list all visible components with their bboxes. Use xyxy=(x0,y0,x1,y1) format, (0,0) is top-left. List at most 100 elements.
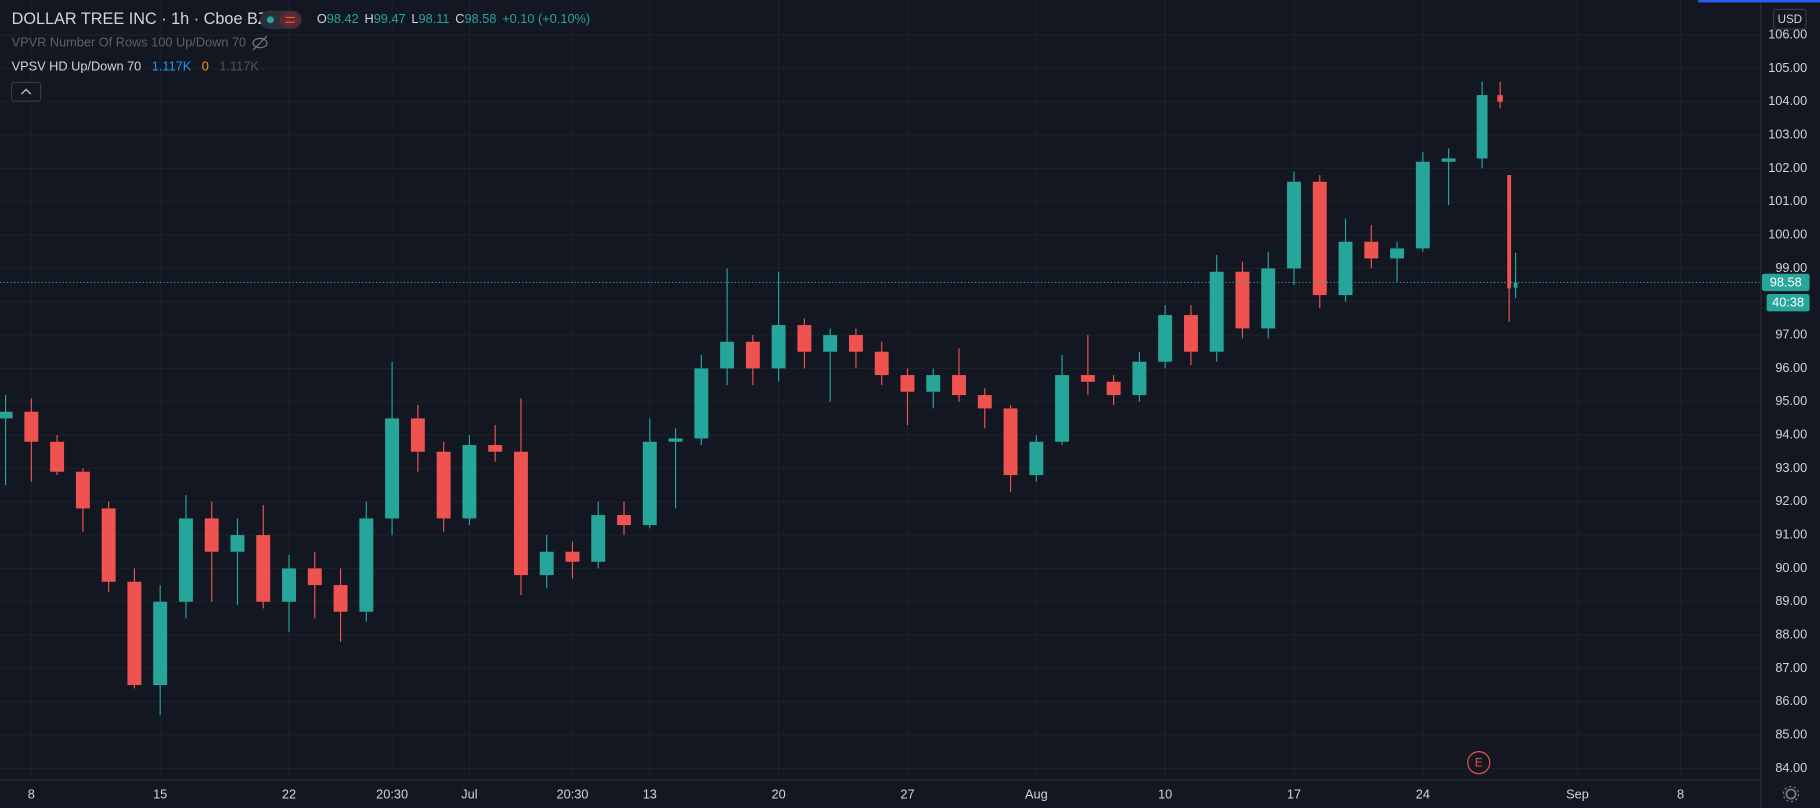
y-tick-label: 104.00 xyxy=(1768,93,1807,108)
x-tick-label: 20 xyxy=(772,787,786,802)
price-tag xyxy=(1761,273,1810,292)
candle-body xyxy=(1261,268,1276,329)
candle-body xyxy=(823,335,838,352)
y-tick-label: 89.00 xyxy=(1775,593,1807,608)
candle-body xyxy=(1513,282,1518,288)
y-tick-label: 91.00 xyxy=(1775,526,1807,541)
candle-body xyxy=(1106,381,1121,396)
hide-icon[interactable] xyxy=(252,35,268,51)
ohlc-letter: C xyxy=(455,11,464,26)
earnings-marker[interactable] xyxy=(1467,751,1491,775)
candle-body xyxy=(977,395,992,409)
candle-body xyxy=(385,418,400,519)
candle-body xyxy=(1364,241,1379,259)
ohlc-value: 98.42 xyxy=(327,11,359,26)
candle-body xyxy=(591,515,606,562)
candle-body xyxy=(1080,375,1095,382)
candle-body xyxy=(1132,361,1147,396)
indicator-value: 1.117K xyxy=(219,59,259,74)
candle-body xyxy=(771,325,786,369)
axes: 84.00 85.00 86.00 87.00 88.00 89.00 90.00 91.00… xyxy=(28,26,1810,802)
ohlc-value: 98.58 xyxy=(465,11,497,26)
candle-body xyxy=(1441,158,1456,162)
x-tick-label: 24 xyxy=(1416,787,1430,802)
candle-body xyxy=(1507,175,1512,289)
settings-button[interactable] xyxy=(1782,785,1800,803)
candle-body xyxy=(874,351,889,376)
x-tick-label: Jul xyxy=(461,787,477,802)
candle-body xyxy=(410,418,425,452)
candle-body xyxy=(1209,271,1224,352)
x-tick-label: 22 xyxy=(282,787,296,802)
top-accent xyxy=(1698,0,1820,3)
candle-body xyxy=(127,581,142,686)
y-tick-label: 99.00 xyxy=(1775,260,1807,275)
y-tick-label: 103.00 xyxy=(1768,126,1807,141)
candle-body xyxy=(926,375,941,392)
x-tick-label: 27 xyxy=(900,787,914,802)
ohlc-letter: H xyxy=(365,11,374,26)
candle-body xyxy=(952,375,966,396)
candle-body xyxy=(1055,375,1070,442)
candle-body xyxy=(900,375,915,392)
candle-body xyxy=(101,508,116,582)
plot-area xyxy=(0,81,1760,716)
candle-body xyxy=(230,535,245,552)
y-tick-label: 95.00 xyxy=(1775,393,1807,408)
candle-body xyxy=(848,335,863,352)
candle-body xyxy=(75,471,90,509)
candle-body xyxy=(359,518,374,612)
candle-body xyxy=(50,441,65,472)
candle-body xyxy=(436,451,451,519)
ohlc-value: 98.11 xyxy=(419,11,450,26)
market-status-dot xyxy=(266,16,274,24)
candle-body xyxy=(178,518,193,602)
candle-body xyxy=(642,441,657,526)
candle-body xyxy=(24,411,39,442)
candle-body xyxy=(0,411,13,419)
countdown-label: 40:38 xyxy=(1772,295,1804,310)
candle-body xyxy=(333,585,348,612)
candle-body xyxy=(539,551,554,576)
candle-body xyxy=(462,445,477,519)
indicator-name: VPSV HD Up/Down 70 1.117K 0 1.117K xyxy=(12,59,260,74)
candle-body xyxy=(720,341,735,369)
ohlc-legend: O98.42 H99.47 L98.11 C98.58 +0.10 (+0.10%) xyxy=(317,11,590,26)
candle-body xyxy=(153,601,168,686)
candle-body xyxy=(1415,161,1430,249)
x-tick-label: 10 xyxy=(1158,787,1172,802)
candle-body xyxy=(797,325,812,352)
candle-body xyxy=(1158,315,1173,362)
currency-box[interactable] xyxy=(1772,8,1807,30)
candle-body xyxy=(513,451,528,576)
flag-toggle[interactable] xyxy=(279,11,301,28)
earnings-label: E xyxy=(1475,756,1483,769)
candle-body xyxy=(204,518,219,552)
indicator-name: VPVR Number Of Rows 100 Up/Down 70 xyxy=(12,34,247,49)
x-tick-label: 13 xyxy=(643,787,657,802)
ohlc-value: 99.47 xyxy=(374,11,406,26)
price-tag-label: 98.58 xyxy=(1770,274,1802,289)
x-tick-label: Sep xyxy=(1566,787,1589,802)
indicator-value: 0 xyxy=(202,59,209,74)
y-tick-label: 85.00 xyxy=(1775,726,1807,741)
collapse-button[interactable] xyxy=(11,81,42,102)
candle-body xyxy=(668,438,683,442)
y-tick-label: 92.00 xyxy=(1775,493,1807,508)
candle-body xyxy=(256,535,271,602)
candle-body xyxy=(565,551,580,562)
y-tick-label: 93.00 xyxy=(1775,460,1807,475)
countdown-tag xyxy=(1766,294,1810,312)
ohlc-letter: L xyxy=(411,11,418,26)
collapse-icon xyxy=(21,88,32,95)
candle-body xyxy=(1476,95,1488,159)
candle-body xyxy=(1390,248,1405,259)
x-tick-label: 17 xyxy=(1287,787,1301,802)
candle-body xyxy=(1497,95,1503,102)
candle-body xyxy=(1183,315,1198,352)
indicator-value: 1.117K xyxy=(152,59,192,74)
x-tick-label: Aug xyxy=(1025,787,1048,802)
candle-body xyxy=(1338,241,1353,296)
y-tick-label: 105.00 xyxy=(1768,60,1807,75)
currency-label: USD xyxy=(1778,13,1802,26)
